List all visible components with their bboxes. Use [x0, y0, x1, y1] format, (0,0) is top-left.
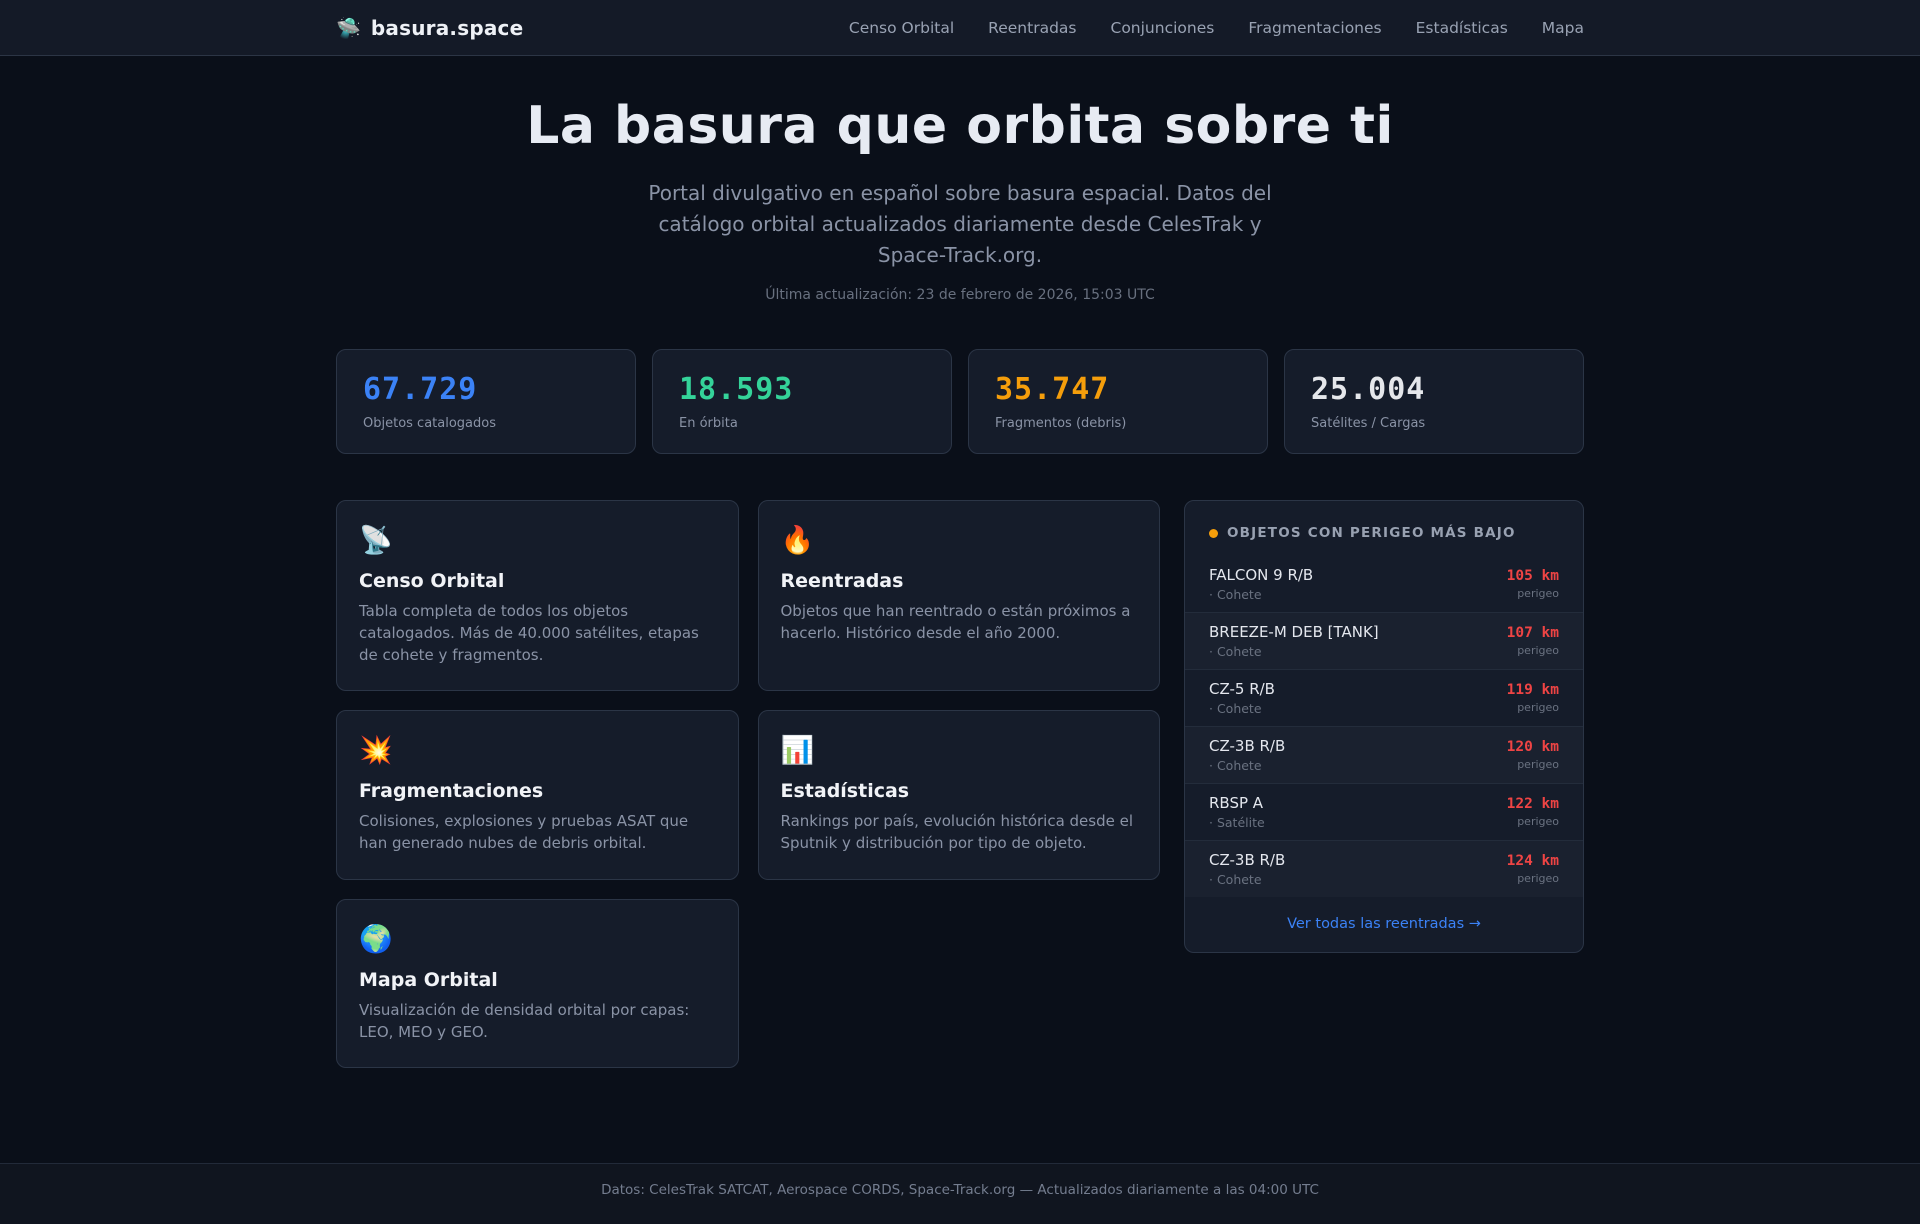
feature-card-reentradas[interactable]: 🔥 Reentradas Objetos que han reentrado o…	[757, 500, 1160, 692]
perigee-row: RBSP A · Satélite 122 km perigeo	[1185, 783, 1583, 840]
perigee-value: 124 km	[1506, 853, 1559, 869]
main-nav: Censo Orbital Reentradas Conjunciones Fr…	[849, 19, 1584, 37]
perigee-label: perigeo	[1517, 815, 1559, 828]
feature-cards-grid: 📡 Censo Orbital Tabla completa de todos …	[336, 500, 1160, 1069]
nav-item-censo-orbital[interactable]: Censo Orbital	[848, 18, 955, 37]
stat-card-fragmentos: 35.747 Fragmentos (debris)	[968, 349, 1268, 454]
perigee-value: 122 km	[1506, 796, 1559, 812]
object-name: CZ-3B R/B	[1209, 851, 1286, 869]
feature-card-fragmentaciones[interactable]: 💥 Fragmentaciones Colisiones, explosione…	[336, 710, 739, 880]
object-name: BREEZE-M DEB [TANK]	[1209, 623, 1379, 641]
stat-label: Satélites / Cargas	[1311, 416, 1426, 431]
perigee-label: perigeo	[1517, 644, 1559, 657]
feature-title: Mapa Orbital	[359, 968, 498, 991]
nav-item-conjunciones[interactable]: Conjunciones	[1110, 18, 1215, 37]
nav-item-reentradas[interactable]: Reentradas	[988, 18, 1077, 37]
stat-value: 35.747	[995, 372, 1110, 407]
feature-description: Colisiones, explosiones y pruebas ASAT q…	[359, 812, 689, 852]
perigee-row: FALCON 9 R/B · Cohete 105 km perigeo	[1185, 555, 1583, 612]
perigee-value: 107 km	[1506, 625, 1559, 641]
feature-title: Estadísticas	[780, 780, 910, 803]
feature-title: Censo Orbital	[359, 570, 505, 592]
stats-row: 67.729 Objetos catalogados 18.593 En órb…	[336, 349, 1584, 454]
page-title: La basura que orbita sobre ti	[526, 96, 1394, 156]
footer-data-sources-text: Datos: CelesTrak SATCAT, Aerospace CORDS…	[601, 1182, 1319, 1199]
nav-item-mapa[interactable]: Mapa	[1541, 18, 1584, 37]
perigee-row: CZ-5 R/B · Cohete 119 km perigeo	[1185, 669, 1583, 726]
stat-card-objetos-catalogados: 67.729 Objetos catalogados	[336, 349, 636, 454]
object-name: FALCON 9 R/B	[1209, 565, 1314, 584]
satellite-antenna-icon: 📡	[359, 525, 393, 556]
object-type: · Cohete	[1209, 872, 1262, 887]
bar-chart-icon: 📊	[780, 735, 815, 767]
stat-value: 25.004	[1311, 372, 1426, 407]
stat-value: 18.593	[679, 372, 794, 407]
feature-description: Tabla completa de todos los objetos cata…	[359, 602, 699, 664]
content-row: 📡 Censo Orbital Tabla completa de todos …	[336, 500, 1584, 1163]
object-type: · Cohete	[1209, 644, 1262, 659]
perigee-label: perigeo	[1517, 586, 1559, 600]
feature-description: Objetos que han reentrado o están próxim…	[780, 602, 1131, 642]
nav-item-fragmentaciones[interactable]: Fragmentaciones	[1248, 18, 1382, 37]
perigee-row: CZ-3B R/B · Cohete 124 km perigeo	[1185, 840, 1583, 897]
feature-card-mapa-orbital[interactable]: 🌍 Mapa Orbital Visualización de densidad…	[336, 898, 739, 1069]
feature-card-estadisticas[interactable]: 📊 Estadísticas Rankings por país, evoluc…	[757, 710, 1160, 880]
object-type: · Satélite	[1209, 815, 1265, 830]
panel-title: OBJETOS CON PERIGEO MÁS BAJO	[1227, 525, 1516, 541]
site-name: basura.space	[370, 15, 524, 40]
perigee-label: perigeo	[1517, 758, 1559, 771]
fire-icon: 🔥	[780, 525, 815, 556]
perigee-label: perigeo	[1517, 701, 1559, 714]
feature-card-censo-orbital[interactable]: 📡 Censo Orbital Tabla completa de todos …	[336, 500, 739, 692]
object-name: CZ-3B R/B	[1209, 737, 1286, 755]
feature-title: Fragmentaciones	[359, 780, 544, 803]
collision-icon: 💥	[359, 735, 393, 767]
hero-subtitle: Portal divulgativo en español sobre basu…	[648, 181, 1272, 267]
main-content: La basura que orbita sobre ti Portal div…	[0, 56, 1920, 1163]
last-update-text: Última actualización: 23 de febrero de 2…	[765, 287, 1155, 303]
page-footer: Datos: CelesTrak SATCAT, Aerospace CORDS…	[0, 1163, 1920, 1224]
object-name: RBSP A	[1209, 794, 1264, 812]
stat-label: En órbita	[679, 416, 738, 431]
feature-description: Rankings por país, evolución histórica d…	[780, 812, 1134, 852]
stat-card-en-orbita: 18.593 En órbita	[652, 349, 952, 454]
stat-label: Objetos catalogados	[363, 416, 496, 431]
panel-header: OBJETOS CON PERIGEO MÁS BAJO	[1185, 501, 1583, 555]
globe-icon: 🌍	[359, 923, 393, 955]
nav-item-estadisticas[interactable]: Estadísticas	[1415, 18, 1508, 37]
perigee-list: FALCON 9 R/B · Cohete 105 km perigeo BRE…	[1185, 555, 1583, 897]
site-logo[interactable]: 🛸 basura.space	[336, 16, 523, 40]
orange-dot-icon	[1209, 528, 1218, 538]
feature-description: Visualización de densidad orbital por ca…	[359, 1000, 690, 1041]
perigee-label: perigeo	[1517, 872, 1559, 885]
perigee-row: CZ-3B R/B · Cohete 120 km perigeo	[1185, 726, 1583, 783]
object-type: · Cohete	[1209, 586, 1262, 602]
stat-value: 67.729	[363, 372, 478, 407]
stat-card-satelites-cargas: 25.004 Satélites / Cargas	[1284, 349, 1584, 454]
hero-section: La basura que orbita sobre ti Portal div…	[336, 56, 1584, 303]
lowest-perigee-panel: OBJETOS CON PERIGEO MÁS BAJO FALCON 9 R/…	[1184, 500, 1584, 953]
perigee-value: 105 km	[1506, 567, 1559, 584]
object-name: CZ-5 R/B	[1209, 680, 1275, 698]
flying-saucer-icon: 🛸	[336, 15, 361, 40]
perigee-value: 119 km	[1506, 682, 1559, 698]
perigee-value: 120 km	[1506, 739, 1559, 755]
perigee-row: BREEZE-M DEB [TANK] · Cohete 107 km peri…	[1185, 612, 1583, 669]
object-type: · Cohete	[1209, 701, 1262, 716]
object-type: · Cohete	[1209, 758, 1262, 773]
top-navigation-bar: 🛸 basura.space Censo Orbital Reentradas …	[0, 0, 1920, 56]
panel-footer: Ver todas las reentradas →	[1185, 897, 1583, 938]
stat-label: Fragmentos (debris)	[995, 416, 1127, 431]
feature-title: Reentradas	[780, 570, 904, 592]
view-all-reentries-link[interactable]: Ver todas las reentradas →	[1287, 916, 1481, 932]
